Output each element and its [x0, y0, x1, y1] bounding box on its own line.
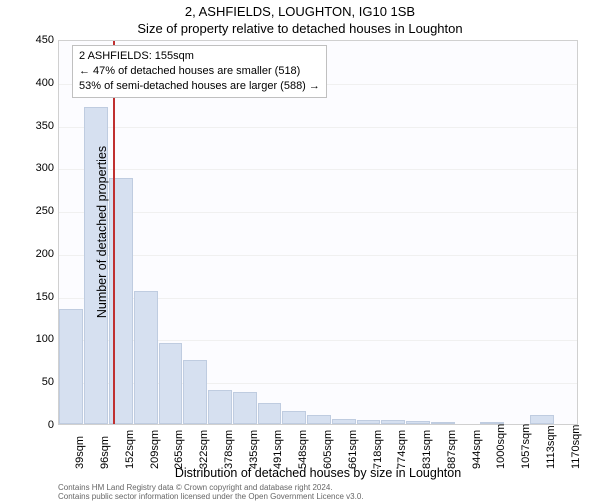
x-tick-label: 1000sqm	[495, 424, 507, 469]
histogram-bar	[233, 392, 257, 425]
histogram-bar	[307, 415, 331, 424]
y-tick-label: 350	[14, 120, 54, 132]
x-tick-label: 152sqm	[124, 430, 136, 469]
x-tick-label: 491sqm	[272, 430, 284, 469]
histogram-bar	[208, 390, 232, 424]
x-tick-label: 378sqm	[223, 430, 235, 469]
gridline	[59, 127, 577, 128]
y-tick-label: 400	[14, 77, 54, 89]
x-tick-label: 265sqm	[173, 430, 185, 469]
histogram-bar	[332, 419, 356, 424]
histogram-bar	[357, 420, 381, 424]
x-tick-label: 718sqm	[372, 430, 384, 469]
y-tick-label: 0	[14, 419, 54, 431]
y-tick-label: 250	[14, 205, 54, 217]
histogram-bar	[183, 360, 207, 424]
histogram-bar	[530, 415, 554, 424]
histogram-bar	[282, 411, 306, 424]
x-tick-label: 774sqm	[396, 430, 408, 469]
chart-title-subtitle: Size of property relative to detached ho…	[0, 21, 600, 36]
histogram-bar	[431, 422, 455, 424]
histogram-bar	[159, 343, 183, 424]
gridline	[59, 255, 577, 256]
annotation-box: 2 ASHFIELDS: 155sqm ← 47% of detached ho…	[72, 45, 327, 98]
y-tick-label: 200	[14, 248, 54, 260]
x-tick-label: 1170sqm	[570, 425, 582, 469]
histogram-bar	[59, 309, 83, 425]
chart-title-address: 2, ASHFIELDS, LOUGHTON, IG10 1SB	[0, 4, 600, 19]
y-tick-label: 100	[14, 333, 54, 345]
x-tick-label: 322sqm	[198, 430, 210, 469]
x-tick-label: 887sqm	[446, 430, 458, 469]
histogram-bar	[406, 421, 430, 424]
y-tick-label: 150	[14, 291, 54, 303]
footer-copyright-1: Contains HM Land Registry data © Crown c…	[58, 483, 333, 492]
y-tick-label: 50	[14, 376, 54, 388]
annotation-line-larger: 53% of semi-detached houses are larger (…	[79, 79, 320, 94]
x-tick-label: 831sqm	[421, 430, 433, 469]
x-tick-label: 1113sqm	[545, 425, 557, 469]
x-tick-label: 39sqm	[74, 436, 86, 469]
annotation-line-property: 2 ASHFIELDS: 155sqm	[79, 49, 320, 64]
histogram-bar	[134, 291, 158, 424]
x-tick-label: 605sqm	[322, 430, 334, 469]
property-marker-line	[113, 41, 115, 424]
gridline	[59, 169, 577, 170]
x-tick-label: 209sqm	[149, 430, 161, 469]
histogram-bar	[258, 403, 282, 424]
x-tick-label: 1057sqm	[520, 424, 532, 469]
property-size-chart: 2, ASHFIELDS, LOUGHTON, IG10 1SB Size of…	[0, 0, 600, 500]
annotation-line-smaller: ← 47% of detached houses are smaller (51…	[79, 64, 320, 79]
plot-area	[58, 40, 578, 425]
x-tick-label: 944sqm	[471, 430, 483, 469]
y-tick-label: 300	[14, 162, 54, 174]
y-axis-label: Number of detached properties	[95, 146, 109, 318]
x-tick-label: 661sqm	[347, 430, 359, 469]
y-tick-label: 450	[14, 34, 54, 46]
histogram-bar	[381, 420, 405, 424]
x-tick-label: 96sqm	[99, 436, 111, 469]
gridline	[59, 212, 577, 213]
x-tick-label: 435sqm	[248, 430, 260, 469]
x-tick-label: 548sqm	[297, 430, 309, 469]
